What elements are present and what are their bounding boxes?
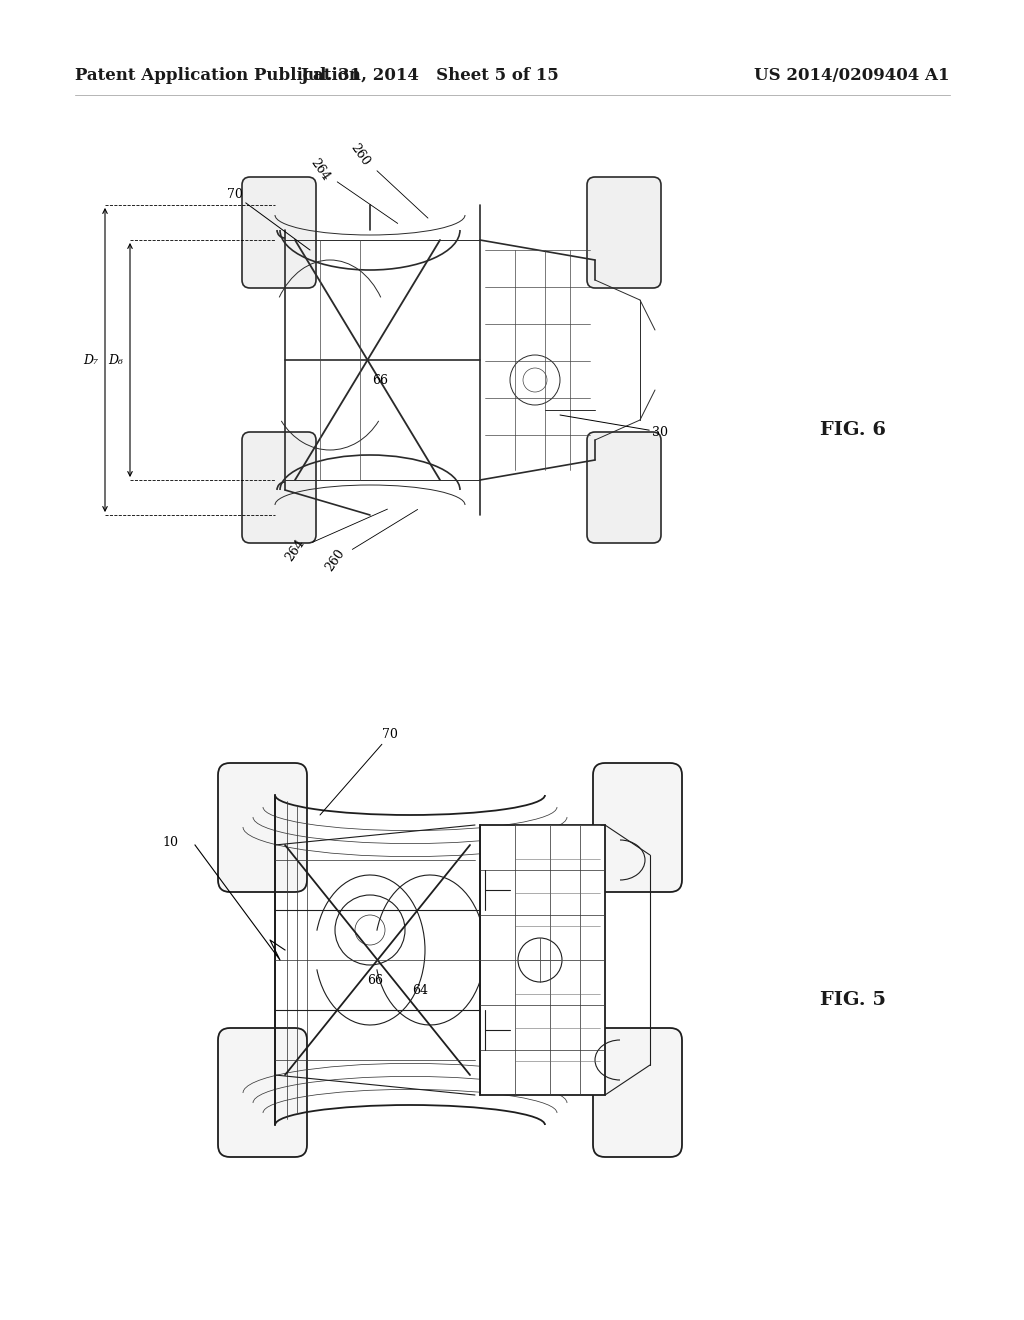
FancyBboxPatch shape <box>242 177 316 288</box>
Text: Patent Application Publication: Patent Application Publication <box>75 66 360 83</box>
FancyBboxPatch shape <box>593 1028 682 1158</box>
FancyBboxPatch shape <box>587 177 662 288</box>
Text: 264: 264 <box>283 510 387 564</box>
Text: 70: 70 <box>319 729 398 814</box>
Text: 260: 260 <box>323 510 418 573</box>
Text: 30: 30 <box>560 414 668 438</box>
Text: FIG. 6: FIG. 6 <box>820 421 886 440</box>
FancyBboxPatch shape <box>218 1028 307 1158</box>
Text: US 2014/0209404 A1: US 2014/0209404 A1 <box>755 66 950 83</box>
Text: D₇: D₇ <box>84 354 98 367</box>
Bar <box>480 825 605 1096</box>
Text: Jul. 31, 2014   Sheet 5 of 15: Jul. 31, 2014 Sheet 5 of 15 <box>301 66 559 83</box>
Text: D₆: D₆ <box>109 354 124 367</box>
Text: 70: 70 <box>227 189 310 249</box>
Text: 10: 10 <box>162 836 178 849</box>
Text: 264: 264 <box>308 157 397 223</box>
Text: 66: 66 <box>372 374 388 387</box>
Text: FIG. 5: FIG. 5 <box>820 991 886 1008</box>
FancyBboxPatch shape <box>242 432 316 543</box>
FancyBboxPatch shape <box>218 763 307 892</box>
FancyBboxPatch shape <box>587 432 662 543</box>
FancyBboxPatch shape <box>593 763 682 892</box>
Text: 260: 260 <box>348 141 428 218</box>
Text: 64: 64 <box>412 983 428 997</box>
Text: 66: 66 <box>367 974 383 986</box>
